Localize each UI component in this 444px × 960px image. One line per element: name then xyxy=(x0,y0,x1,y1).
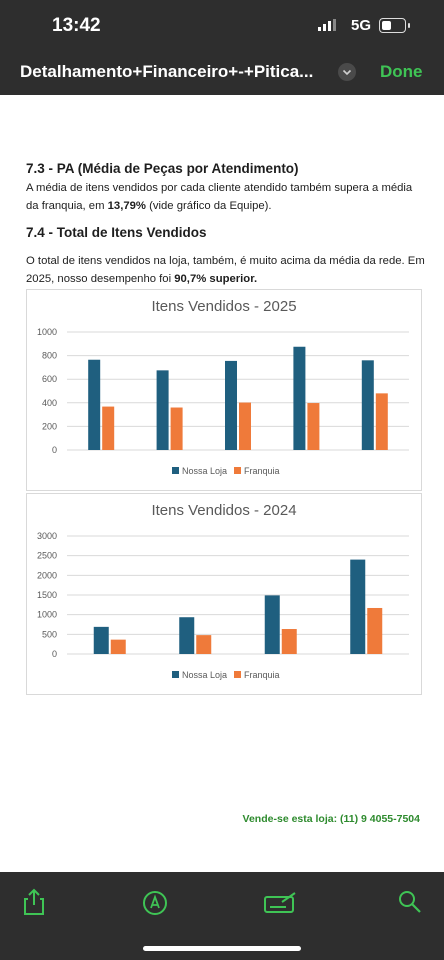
bar-franquia xyxy=(196,635,212,654)
battery-icon xyxy=(379,18,410,33)
legend-swatch xyxy=(234,467,241,474)
bar-chart-2025: Itens Vendidos - 2025 0 200 400 600 800 1000 N… xyxy=(26,289,422,491)
chart-plot: 0 200 400 600 800 1000 Nossa Loja Franquia xyxy=(37,327,409,476)
signal-icon xyxy=(318,19,336,31)
section-heading: 7.4 - Total de Itens Vendidos xyxy=(26,225,207,240)
y-tick-label: 1000 xyxy=(37,327,57,337)
status-time: 13:42 xyxy=(52,15,101,36)
legend-swatch xyxy=(234,671,241,678)
share-icon[interactable] xyxy=(22,888,46,916)
bar-nossa-loja xyxy=(179,617,195,654)
sale-contact-text: Vende-se esta loja: (11) 9 4055-7504 xyxy=(242,813,420,825)
y-tick-label: 600 xyxy=(42,374,57,384)
y-tick-label: 400 xyxy=(42,398,57,408)
document-title[interactable]: Detalhamento+Financeiro+-+Pitica... xyxy=(20,62,314,81)
y-tick-label: 1000 xyxy=(37,610,57,620)
bar-nossa-loja xyxy=(350,559,366,654)
y-tick-label: 0 xyxy=(52,445,57,455)
nav-bar: Detalhamento+Financeiro+-+Pitica... Done xyxy=(0,50,444,95)
y-tick-label: 2500 xyxy=(37,551,57,561)
bar-chart-2024: Itens Vendidos - 2024 0 500 1000 1500 2000 25… xyxy=(26,493,422,695)
paragraph: O total de itens vendidos na loja, també… xyxy=(26,255,425,285)
bar-franquia xyxy=(367,607,383,654)
chevron-down-icon[interactable] xyxy=(338,63,356,81)
search-icon[interactable] xyxy=(398,890,422,914)
y-tick-label: 3000 xyxy=(37,531,57,541)
document-page: 7.3 - PA (Média de Peças por Atendimento… xyxy=(0,95,444,872)
bar-nossa-loja xyxy=(156,370,169,450)
y-tick-label: 2000 xyxy=(37,570,57,580)
bar-nossa-loja xyxy=(361,360,374,450)
chart-title: Itens Vendidos - 2024 xyxy=(151,502,297,519)
bar-franquia xyxy=(375,393,388,450)
bar-nossa-loja xyxy=(225,360,237,450)
chart-plot: 0 500 1000 1500 2000 2500 3000 Nossa Loja Franqu… xyxy=(37,531,409,680)
home-indicator xyxy=(143,946,301,951)
legend-swatch xyxy=(172,671,179,678)
legend-label: Nossa Loja xyxy=(182,466,227,476)
bar-franquia xyxy=(170,407,183,450)
bar-nossa-loja xyxy=(264,595,280,654)
y-tick-label: 500 xyxy=(42,629,57,639)
y-tick-label: 1500 xyxy=(37,590,57,600)
chart-title: Itens Vendidos - 2025 xyxy=(151,298,297,315)
paragraph: A média de itens vendidos por cada clien… xyxy=(26,182,413,212)
legend-label: Nossa Loja xyxy=(182,670,227,680)
bar-nossa-loja xyxy=(293,346,306,450)
bar-franquia xyxy=(110,639,126,654)
done-button[interactable]: Done xyxy=(380,62,423,81)
section-heading: 7.3 - PA (Média de Peças por Atendimento… xyxy=(26,161,299,176)
network-type: 5G xyxy=(351,17,372,34)
signature-icon[interactable] xyxy=(264,892,298,914)
bar-nossa-loja xyxy=(93,626,109,654)
bottom-toolbar xyxy=(0,872,444,960)
legend-swatch xyxy=(172,467,179,474)
legend-label: Franquia xyxy=(244,466,280,476)
legend-label: Franquia xyxy=(244,670,280,680)
y-tick-label: 0 xyxy=(52,649,57,659)
y-tick-label: 800 xyxy=(42,351,57,361)
status-bar: 13:42 5G xyxy=(0,0,444,50)
y-tick-label: 200 xyxy=(42,421,57,431)
markup-icon[interactable] xyxy=(142,890,168,916)
bar-franquia xyxy=(102,406,115,450)
bar-franquia xyxy=(307,403,320,450)
bar-franquia xyxy=(239,402,251,450)
bar-franquia xyxy=(281,629,297,654)
bar-nossa-loja xyxy=(88,359,101,450)
